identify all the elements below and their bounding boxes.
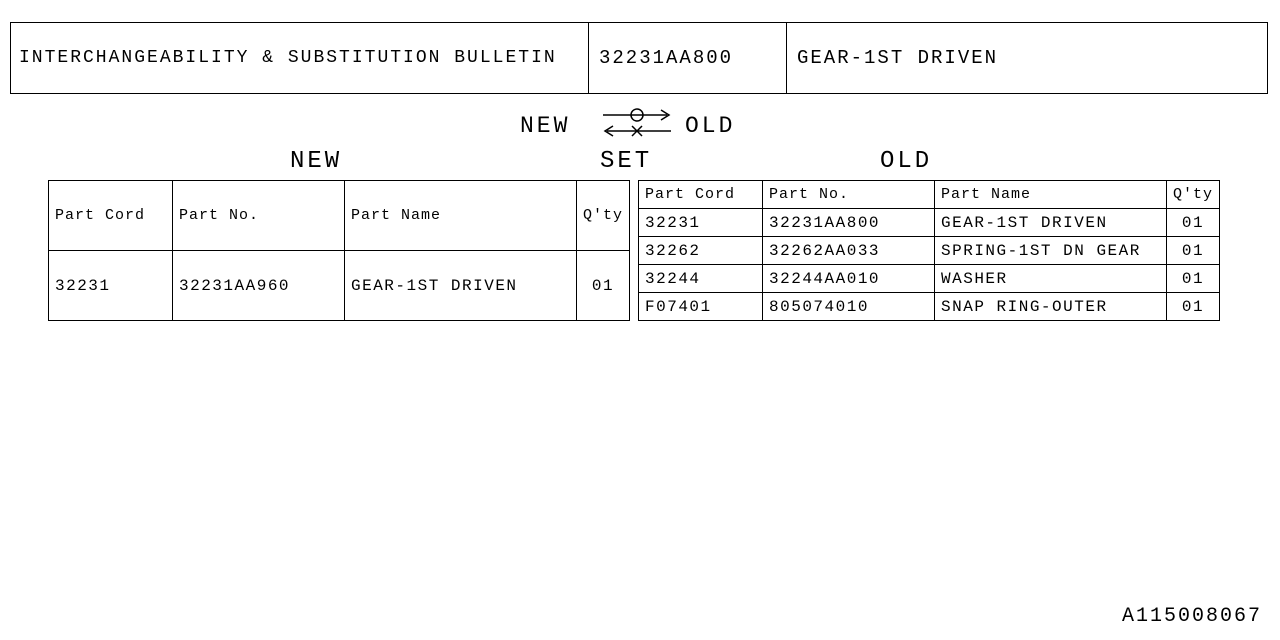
cell-qty: 01 [1167, 265, 1220, 293]
cell-no: 32262AA033 [763, 237, 935, 265]
cell-name: SPRING-1ST DN GEAR [935, 237, 1167, 265]
table-header-row: Part Cord Part No. Part Name Q'ty [49, 181, 630, 251]
table-row: 32231 32231AA960 GEAR-1ST DRIVEN 01 [49, 251, 630, 321]
footer-code: A115008067 [1122, 605, 1262, 628]
cell-qty: 01 [577, 251, 630, 321]
col-part-no: Part No. [763, 181, 935, 209]
exchange-arrows-icon [597, 105, 677, 143]
new-parts-table: Part Cord Part No. Part Name Q'ty 32231 … [48, 180, 630, 321]
header-part-no: 32231AA800 [589, 23, 787, 93]
header-part-name: GEAR-1ST DRIVEN [787, 23, 1267, 93]
cell-qty: 01 [1167, 209, 1220, 237]
cell-qty: 01 [1167, 293, 1220, 321]
cell-cord: 32262 [639, 237, 763, 265]
cell-cord: 32231 [49, 251, 173, 321]
cell-name: GEAR-1ST DRIVEN [345, 251, 577, 321]
table-row: 32231 32231AA800 GEAR-1ST DRIVEN 01 [639, 209, 1220, 237]
col-part-cord: Part Cord [639, 181, 763, 209]
cell-no: 32231AA960 [173, 251, 345, 321]
table-row: 32262 32262AA033 SPRING-1ST DN GEAR 01 [639, 237, 1220, 265]
cell-no: 32244AA010 [763, 265, 935, 293]
col-part-name: Part Name [345, 181, 577, 251]
cell-cord: 32231 [639, 209, 763, 237]
col-part-no: Part No. [173, 181, 345, 251]
cell-cord: F07401 [639, 293, 763, 321]
cell-name: SNAP RING-OUTER [935, 293, 1167, 321]
header-title: INTERCHANGEABILITY & SUBSTITUTION BULLET… [11, 23, 589, 93]
table-row: F07401 805074010 SNAP RING-OUTER 01 [639, 293, 1220, 321]
cell-no: 805074010 [763, 293, 935, 321]
col-part-name: Part Name [935, 181, 1167, 209]
table-header-row: Part Cord Part No. Part Name Q'ty [639, 181, 1220, 209]
col-qty: Q'ty [1167, 181, 1220, 209]
section-label-new: NEW [290, 148, 342, 175]
diagram-old-label: OLD [685, 113, 735, 139]
cell-no: 32231AA800 [763, 209, 935, 237]
table-row: 32244 32244AA010 WASHER 01 [639, 265, 1220, 293]
tables-container: Part Cord Part No. Part Name Q'ty 32231 … [48, 180, 1220, 321]
header-box: INTERCHANGEABILITY & SUBSTITUTION BULLET… [10, 22, 1268, 94]
section-label-old: OLD [880, 148, 932, 175]
cell-cord: 32244 [639, 265, 763, 293]
cell-qty: 01 [1167, 237, 1220, 265]
section-label-set: SET [600, 148, 652, 175]
col-part-cord: Part Cord [49, 181, 173, 251]
old-parts-table: Part Cord Part No. Part Name Q'ty 32231 … [638, 180, 1220, 321]
cell-name: GEAR-1ST DRIVEN [935, 209, 1167, 237]
table-gap [630, 180, 638, 321]
col-qty: Q'ty [577, 181, 630, 251]
diagram-new-label: NEW [520, 113, 570, 139]
cell-name: WASHER [935, 265, 1167, 293]
